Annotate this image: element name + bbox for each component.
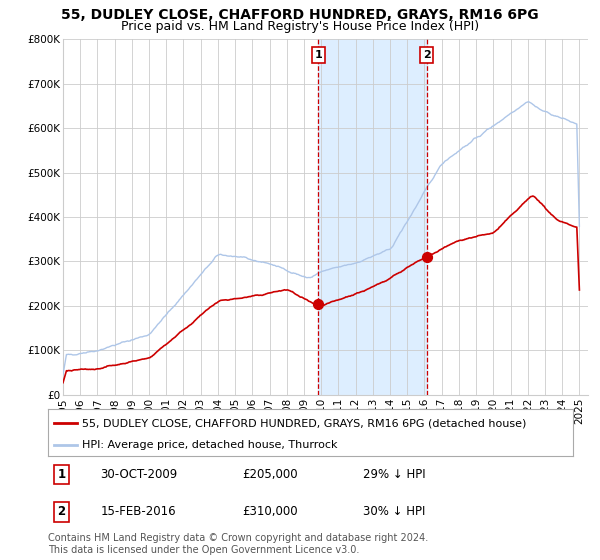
Point	[313, 299, 323, 308]
Text: 1: 1	[314, 50, 322, 60]
Text: £205,000: £205,000	[242, 468, 298, 481]
Text: £310,000: £310,000	[242, 505, 298, 518]
Text: 30% ↓ HPI: 30% ↓ HPI	[363, 505, 425, 518]
Text: 30-OCT-2009: 30-OCT-2009	[101, 468, 178, 481]
Text: HPI: Average price, detached house, Thurrock: HPI: Average price, detached house, Thur…	[82, 440, 338, 450]
Text: Price paid vs. HM Land Registry's House Price Index (HPI): Price paid vs. HM Land Registry's House …	[121, 20, 479, 32]
Text: 29% ↓ HPI: 29% ↓ HPI	[363, 468, 425, 481]
Text: 1: 1	[58, 468, 65, 481]
Text: 2: 2	[58, 505, 65, 518]
Text: 2: 2	[422, 50, 430, 60]
Text: Contains HM Land Registry data © Crown copyright and database right 2024.
This d: Contains HM Land Registry data © Crown c…	[48, 533, 428, 555]
Text: 55, DUDLEY CLOSE, CHAFFORD HUNDRED, GRAYS, RM16 6PG: 55, DUDLEY CLOSE, CHAFFORD HUNDRED, GRAY…	[61, 8, 539, 22]
Text: 55, DUDLEY CLOSE, CHAFFORD HUNDRED, GRAYS, RM16 6PG (detached house): 55, DUDLEY CLOSE, CHAFFORD HUNDRED, GRAY…	[82, 418, 527, 428]
Text: 15-FEB-2016: 15-FEB-2016	[101, 505, 176, 518]
Point	[422, 253, 431, 262]
Bar	[318, 39, 427, 395]
